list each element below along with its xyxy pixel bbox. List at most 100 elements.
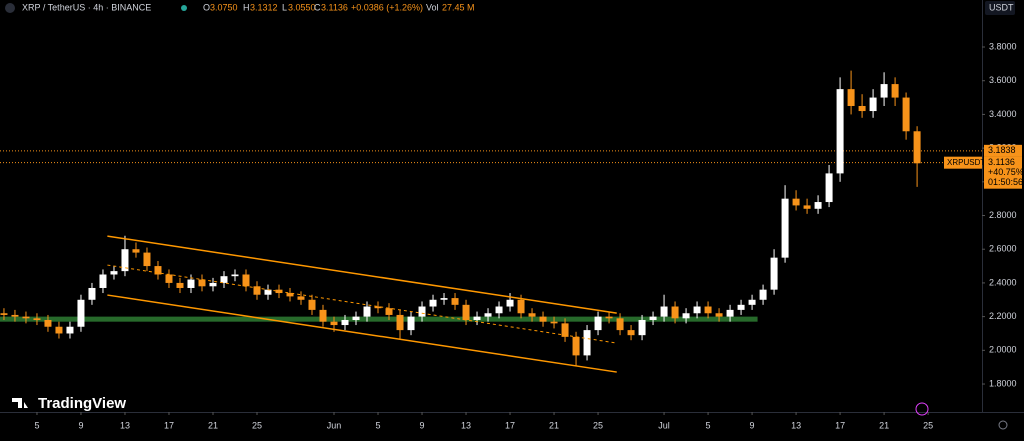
last-price-name-tag	[944, 156, 982, 169]
logo: TradingView	[12, 395, 126, 412]
y-tick-label: 3.4000	[989, 109, 1017, 119]
last-price-name: XRPUSDT	[947, 158, 985, 167]
x-tick-label: 9	[78, 420, 83, 430]
settings-icon[interactable]	[998, 420, 1008, 430]
candle-body	[869, 97, 877, 112]
x-tick-label: 17	[835, 420, 845, 430]
candle-body	[473, 316, 481, 320]
candle-body	[176, 282, 184, 288]
candle-body	[704, 306, 712, 314]
x-tick-label: 9	[420, 420, 425, 430]
candle-body	[88, 287, 96, 300]
x-tick-label: 5	[706, 420, 711, 430]
candle-body	[132, 249, 140, 253]
x-tick-label: 13	[120, 420, 130, 430]
candle-body	[220, 276, 228, 283]
y-tick-label: 3.6000	[989, 75, 1017, 85]
candle-body	[451, 298, 459, 305]
y-tick-label: 3.8000	[989, 41, 1017, 51]
candle-body	[209, 282, 217, 287]
candle-body	[671, 306, 679, 319]
candle-body	[539, 316, 547, 322]
candle-body	[374, 306, 382, 309]
candle-body	[836, 89, 844, 174]
candle-body	[902, 97, 910, 132]
candle-body	[583, 330, 591, 356]
alert-icon[interactable]	[915, 402, 929, 416]
candle-body	[495, 306, 503, 314]
candle-body	[385, 308, 393, 315]
channel-upper	[107, 235, 617, 314]
currency[interactable]: USDT	[989, 2, 1014, 12]
x-tick-label: 5	[34, 420, 39, 430]
status-dot	[181, 5, 187, 11]
candle-body	[0, 313, 8, 315]
candle-body	[319, 309, 327, 322]
candle-body	[352, 316, 360, 320]
c-label: C	[314, 2, 321, 12]
candle-body	[231, 274, 239, 277]
candle-body	[462, 304, 470, 320]
candle-body	[253, 286, 261, 295]
candle-body	[759, 289, 767, 300]
candle-body	[660, 306, 668, 317]
candle-body	[781, 198, 789, 258]
candle-body	[121, 249, 129, 272]
candle-body	[77, 299, 85, 327]
candle-body	[858, 105, 866, 112]
candle-body	[143, 252, 151, 267]
candle-body	[737, 304, 745, 310]
x-tick-label: 17	[164, 420, 174, 430]
candle-body	[814, 202, 822, 209]
candle-body	[418, 306, 426, 317]
candle-body	[803, 205, 811, 209]
y-tick-label: 2.2000	[989, 311, 1017, 321]
candle-body	[891, 84, 899, 98]
channel-middle	[107, 264, 617, 344]
candle-body	[605, 316, 613, 319]
x-tick-label: 5	[376, 420, 381, 430]
price-line-tag	[984, 144, 1022, 157]
candle-body	[308, 299, 316, 310]
x-tick-label: 21	[208, 420, 218, 430]
candle-body	[154, 266, 162, 275]
candle-body	[396, 314, 404, 331]
candle-body	[11, 314, 19, 317]
candle-body	[99, 274, 107, 288]
candle-body	[616, 318, 624, 331]
candle-body	[44, 319, 52, 327]
candle-body	[693, 306, 701, 314]
candle-body	[572, 336, 580, 356]
candle-body	[341, 319, 349, 326]
candle-body	[55, 326, 63, 334]
x-tick-label: 25	[923, 420, 933, 430]
x-tick-label: 25	[252, 420, 262, 430]
last-price-value: 3.1136	[988, 157, 1015, 167]
candle-body	[33, 318, 41, 320]
candle-body	[286, 293, 294, 297]
candle-body	[242, 274, 250, 287]
x-tick-label: Jun	[327, 420, 342, 430]
change: +0.0386 (+1.26%)	[351, 2, 423, 12]
candle-body	[638, 319, 646, 336]
candle-body	[847, 89, 855, 106]
y-tick-label: 2.4000	[989, 277, 1017, 287]
h-value: 3.1312	[250, 2, 278, 12]
candle-body	[528, 313, 536, 317]
h-label: H	[243, 2, 250, 12]
channel-lower	[107, 294, 617, 373]
o-value: 3.0750	[210, 2, 238, 12]
y-tick-label: 2.0000	[989, 345, 1017, 355]
candle-body	[517, 299, 525, 314]
currency-button[interactable]	[985, 1, 1015, 15]
symbol-icon	[5, 3, 15, 13]
candle-body	[682, 313, 690, 319]
candle-body	[330, 321, 338, 326]
candle-body	[275, 289, 283, 294]
price-line-label: 3.1838	[988, 145, 1016, 155]
candle-body	[407, 316, 415, 331]
candle-body	[506, 299, 514, 307]
candle-body	[264, 289, 272, 295]
